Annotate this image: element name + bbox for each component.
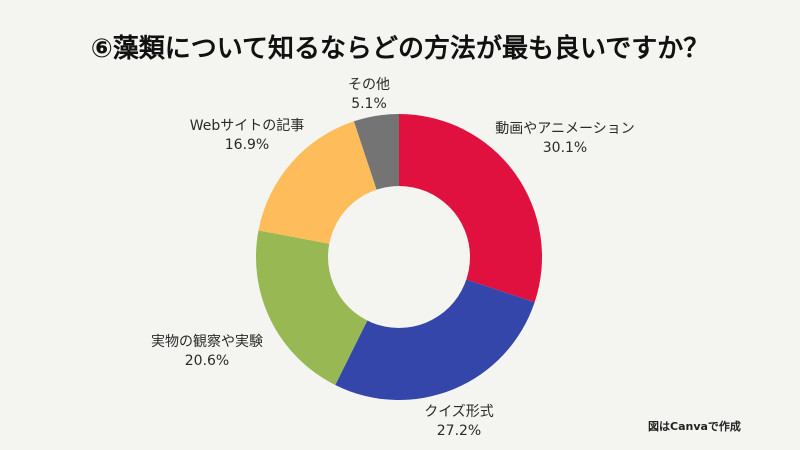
label-value: 20.6% (184, 353, 230, 369)
label-observation-experiment: 実物の観察や実験 20.6% (151, 333, 263, 371)
label-name: 動画やアニメーション (495, 121, 635, 137)
label-value: 27.2% (436, 423, 482, 439)
donut-hole (328, 186, 470, 328)
label-other: その他 5.1% (348, 76, 390, 114)
credit-note: 図はCanvaで作成 (648, 420, 741, 433)
label-video-animation: 動画やアニメーション 30.1% (495, 120, 634, 158)
label-value: 30.1% (542, 140, 588, 156)
label-value: 5.1% (351, 96, 387, 112)
label-quiz: クイズ形式 27.2% (424, 403, 494, 441)
label-web-article: Webサイトの記事 16.9% (190, 117, 305, 155)
label-value: 16.9% (224, 137, 270, 153)
label-name: Webサイトの記事 (189, 118, 305, 134)
label-name: クイズ形式 (424, 404, 494, 420)
chart-title: ⑥藻類について知るならどの方法が最も良いですか？ (90, 34, 710, 64)
label-name: 実物の観察や実験 (151, 334, 263, 350)
label-name: その他 (348, 77, 390, 93)
